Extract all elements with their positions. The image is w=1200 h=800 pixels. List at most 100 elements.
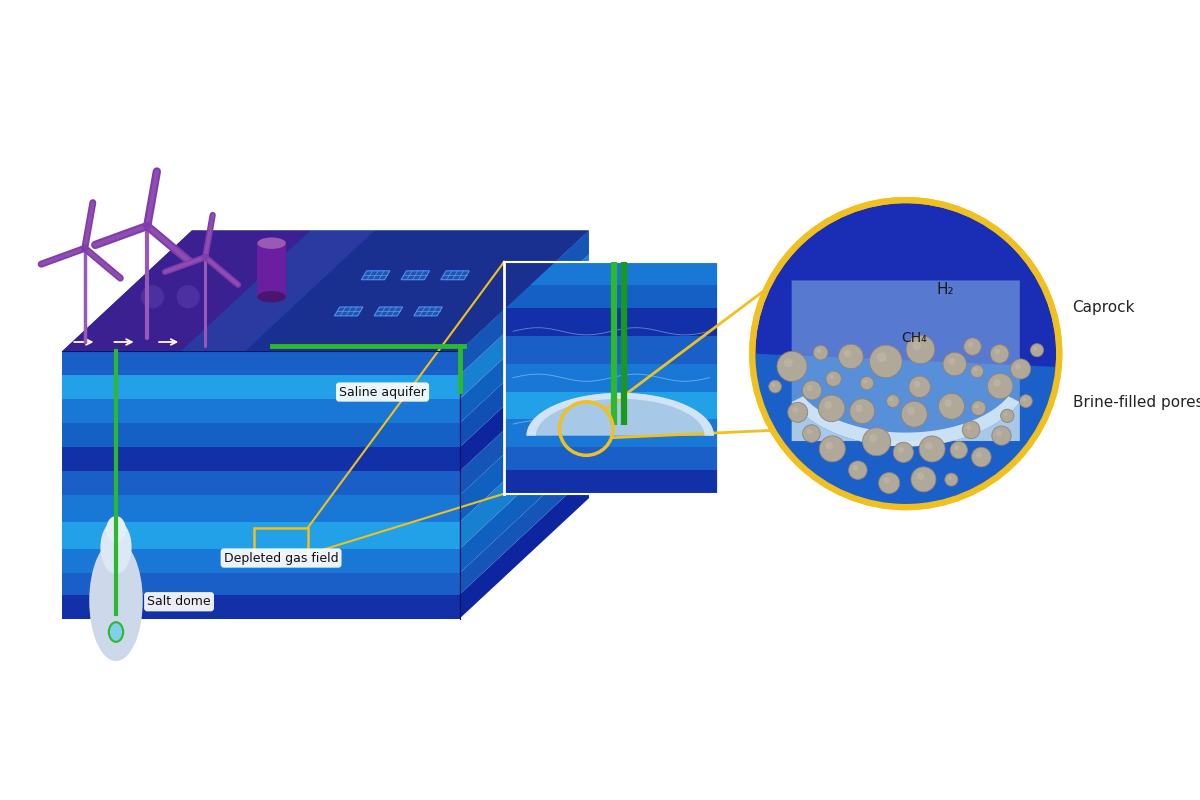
Polygon shape — [374, 307, 403, 316]
Ellipse shape — [109, 622, 124, 642]
Polygon shape — [460, 327, 589, 471]
Circle shape — [974, 404, 979, 409]
Circle shape — [814, 346, 828, 360]
Polygon shape — [460, 254, 589, 399]
Circle shape — [893, 442, 913, 462]
Circle shape — [996, 430, 1002, 436]
Circle shape — [966, 425, 972, 430]
Circle shape — [901, 401, 928, 427]
Polygon shape — [460, 278, 589, 423]
Circle shape — [995, 349, 1000, 354]
Circle shape — [752, 200, 1060, 507]
Polygon shape — [504, 470, 719, 494]
Circle shape — [144, 222, 151, 230]
Polygon shape — [414, 307, 443, 316]
Circle shape — [1022, 398, 1026, 402]
Circle shape — [806, 429, 812, 434]
Polygon shape — [504, 336, 719, 364]
Circle shape — [787, 402, 808, 422]
Circle shape — [784, 358, 793, 367]
Circle shape — [925, 442, 932, 450]
Polygon shape — [460, 429, 589, 573]
Polygon shape — [504, 419, 719, 447]
Circle shape — [1031, 344, 1044, 357]
Circle shape — [944, 473, 958, 486]
Polygon shape — [62, 471, 460, 495]
Polygon shape — [504, 262, 719, 285]
Circle shape — [1003, 412, 1008, 416]
Text: Salt dome: Salt dome — [148, 595, 211, 608]
Circle shape — [860, 377, 874, 390]
Circle shape — [906, 335, 935, 364]
Circle shape — [769, 380, 781, 393]
Circle shape — [878, 473, 900, 494]
Circle shape — [948, 358, 955, 365]
Polygon shape — [460, 302, 589, 447]
Circle shape — [883, 478, 889, 483]
Polygon shape — [62, 573, 460, 594]
Circle shape — [778, 351, 808, 382]
Circle shape — [944, 399, 952, 407]
Circle shape — [1033, 346, 1037, 350]
Circle shape — [919, 436, 946, 462]
Circle shape — [1020, 394, 1032, 407]
Polygon shape — [504, 447, 719, 470]
Circle shape — [853, 465, 858, 470]
Circle shape — [839, 344, 863, 369]
Ellipse shape — [257, 238, 286, 249]
Polygon shape — [752, 354, 1058, 507]
Polygon shape — [504, 364, 719, 392]
Polygon shape — [62, 230, 589, 351]
Circle shape — [870, 345, 902, 378]
Bar — [257, 243, 286, 297]
Text: Brine-filled pores: Brine-filled pores — [1073, 395, 1200, 410]
Circle shape — [848, 461, 868, 479]
Circle shape — [908, 376, 930, 398]
Polygon shape — [504, 285, 719, 308]
Polygon shape — [460, 402, 589, 549]
Circle shape — [976, 452, 982, 458]
Polygon shape — [460, 474, 589, 618]
Polygon shape — [62, 399, 460, 423]
Polygon shape — [62, 423, 460, 447]
Circle shape — [824, 401, 833, 409]
Ellipse shape — [257, 291, 286, 302]
Text: CH₄: CH₄ — [901, 330, 928, 345]
Circle shape — [973, 368, 977, 372]
Circle shape — [850, 398, 875, 424]
Circle shape — [803, 425, 821, 442]
Circle shape — [992, 426, 1012, 446]
Circle shape — [938, 394, 965, 419]
Circle shape — [964, 338, 982, 355]
Polygon shape — [62, 549, 460, 573]
Circle shape — [826, 371, 841, 386]
Polygon shape — [62, 230, 311, 351]
Circle shape — [962, 421, 980, 438]
Circle shape — [176, 285, 199, 308]
Circle shape — [829, 374, 834, 379]
Circle shape — [844, 350, 852, 357]
Text: H₂: H₂ — [937, 282, 955, 297]
Polygon shape — [527, 393, 714, 436]
Circle shape — [82, 245, 89, 252]
Polygon shape — [245, 230, 589, 351]
Circle shape — [971, 365, 984, 378]
Circle shape — [943, 352, 966, 376]
Circle shape — [911, 467, 936, 492]
Circle shape — [1015, 363, 1021, 370]
Polygon shape — [792, 281, 1020, 446]
Circle shape — [972, 447, 991, 467]
Circle shape — [863, 379, 868, 383]
Circle shape — [816, 349, 821, 353]
Circle shape — [856, 404, 863, 412]
Circle shape — [994, 379, 1001, 386]
Circle shape — [988, 374, 1013, 399]
Circle shape — [912, 342, 922, 350]
Circle shape — [1001, 409, 1014, 422]
Polygon shape — [460, 375, 589, 522]
Circle shape — [869, 434, 877, 442]
Circle shape — [1010, 359, 1031, 379]
Circle shape — [202, 254, 209, 261]
Circle shape — [877, 353, 887, 362]
Circle shape — [140, 285, 164, 308]
